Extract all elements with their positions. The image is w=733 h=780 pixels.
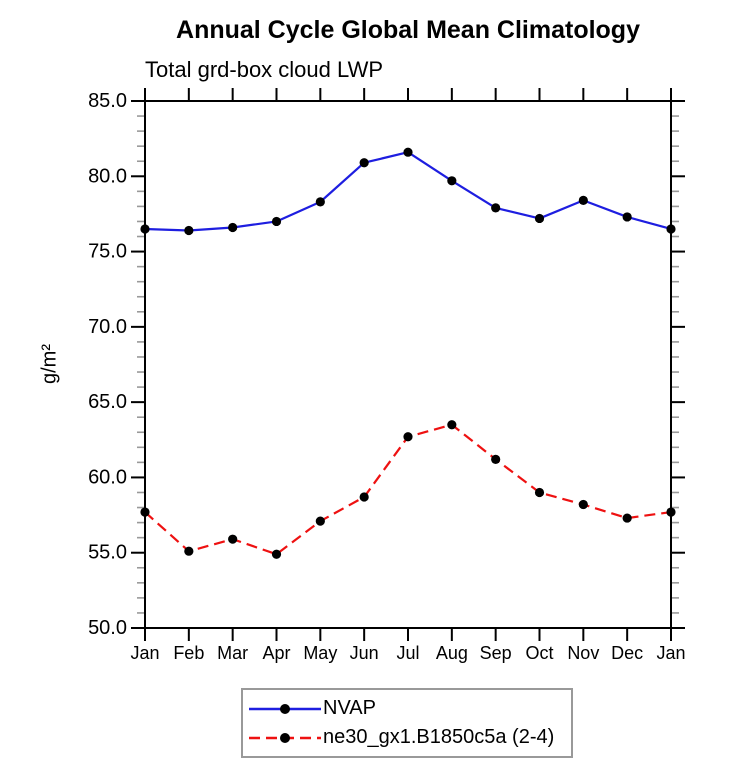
legend-marker-dot-icon xyxy=(280,703,290,714)
series-marker-dot xyxy=(140,507,150,517)
plot-border xyxy=(144,100,672,629)
y-tick-label: 60.0 xyxy=(88,466,127,488)
x-tick-label: Mar xyxy=(217,643,248,663)
series-marker-dot xyxy=(403,147,413,157)
series-marker-dot xyxy=(403,432,413,442)
x-tick-label: Jul xyxy=(396,643,419,663)
legend-item-nvap: NVAP xyxy=(247,694,571,723)
y-tick-label: 85.0 xyxy=(88,90,127,112)
series-marker-dot xyxy=(315,516,325,526)
x-tick-label: Oct xyxy=(525,643,553,663)
series-marker-dot xyxy=(622,212,632,222)
x-tick-label: Jan xyxy=(130,643,159,663)
series-marker-dot xyxy=(666,507,676,517)
x-tick-label: Apr xyxy=(262,643,290,663)
series-marker-dot xyxy=(534,487,545,498)
x-tick-label: Feb xyxy=(173,643,204,663)
y-tick-label: 70.0 xyxy=(88,316,127,338)
series-marker-dot xyxy=(228,534,238,544)
legend-label-ne30: ne30_gx1.B1850c5a (2-4) xyxy=(323,726,555,748)
chart-subtitle: Total grd-box cloud LWP xyxy=(145,57,384,82)
series-marker-dot xyxy=(534,213,545,224)
y-tick-label: 80.0 xyxy=(88,165,127,187)
x-tick-label: May xyxy=(303,643,337,663)
series-marker-dot xyxy=(447,420,457,430)
chart-title: Annual Cycle Global Mean Climatology xyxy=(176,16,640,44)
y-tick-label: 50.0 xyxy=(88,617,127,639)
series-marker-dot xyxy=(359,492,369,502)
legend-label-nvap: NVAP xyxy=(323,697,376,719)
x-tick-label: Jun xyxy=(350,643,379,663)
series-marker-dot xyxy=(578,195,588,205)
series-marker-dot xyxy=(271,549,282,559)
x-tick-label: Nov xyxy=(567,643,599,663)
series-marker-dot xyxy=(140,224,150,234)
series-marker-dot xyxy=(271,216,282,227)
series-marker-dot xyxy=(491,203,501,213)
x-tick-label: Aug xyxy=(436,643,468,663)
series-marker-dot xyxy=(184,546,194,556)
series-line-ne30 xyxy=(144,423,672,556)
series-line-nvap xyxy=(144,151,672,232)
series-marker-dot xyxy=(622,513,632,523)
series-marker-dot xyxy=(228,222,238,233)
legend-sample-dashed-red-line xyxy=(249,732,321,743)
series-marker-dot xyxy=(578,499,588,510)
legend-marker-dot-icon xyxy=(280,732,290,743)
y-tick-label: 75.0 xyxy=(88,241,127,263)
series-marker-dot xyxy=(315,197,325,207)
legend-sample-solid-blue-line xyxy=(249,703,321,714)
legend-item-ne30: ne30_gx1.B1850c5a (2-4) xyxy=(247,723,571,752)
y-tick-label: 65.0 xyxy=(88,391,127,413)
x-tick-label: Sep xyxy=(480,643,512,663)
series-marker-dot xyxy=(184,225,194,236)
x-tick-label: Jan xyxy=(656,643,685,663)
series-marker-dot xyxy=(359,158,369,168)
legend-box: NVAP ne30_gx1.B1850c5a (2-4) xyxy=(241,688,573,758)
x-tick-label: Dec xyxy=(611,643,643,663)
series-marker-dot xyxy=(666,224,676,234)
y-tick-label: 55.0 xyxy=(88,542,127,564)
series-marker-dot xyxy=(447,176,457,186)
series-marker-dot xyxy=(491,454,501,464)
